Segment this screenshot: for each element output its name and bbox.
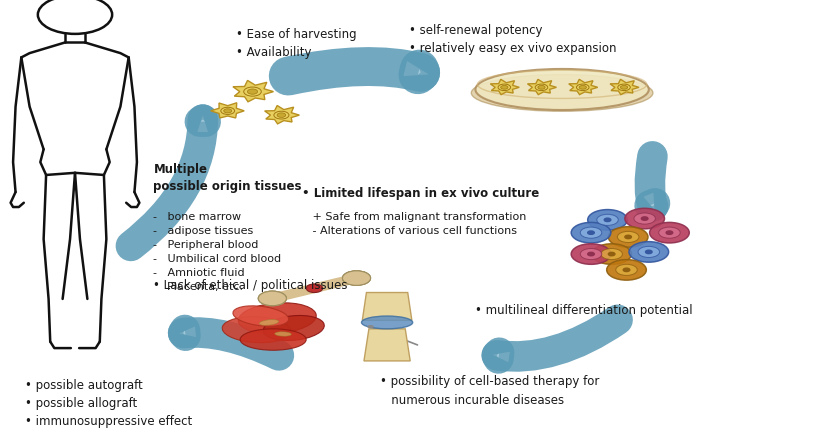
- Circle shape: [247, 90, 257, 95]
- Text: • Limited lifespan in ex vivo culture: • Limited lifespan in ex vivo culture: [302, 186, 539, 199]
- Circle shape: [258, 291, 286, 306]
- Ellipse shape: [275, 332, 291, 336]
- Text: Multiple
possible origin tissues: Multiple possible origin tissues: [154, 163, 302, 193]
- Polygon shape: [364, 329, 410, 361]
- Circle shape: [620, 86, 628, 90]
- Ellipse shape: [476, 70, 649, 111]
- Polygon shape: [528, 80, 557, 95]
- Circle shape: [650, 223, 689, 244]
- Circle shape: [642, 217, 648, 221]
- Circle shape: [538, 86, 545, 90]
- Ellipse shape: [260, 320, 279, 325]
- Circle shape: [618, 232, 639, 243]
- Circle shape: [581, 249, 602, 260]
- Circle shape: [579, 86, 586, 90]
- Circle shape: [588, 210, 628, 230]
- Ellipse shape: [471, 75, 653, 112]
- Ellipse shape: [240, 329, 306, 350]
- Text: • Lack of ethical / political issues: • Lack of ethical / political issues: [154, 278, 348, 291]
- Circle shape: [609, 227, 648, 247]
- Circle shape: [624, 268, 630, 272]
- Circle shape: [625, 236, 632, 239]
- Circle shape: [277, 113, 286, 118]
- Circle shape: [629, 242, 668, 262]
- Text: -   bone marrow
-   adipose tissues
-   Peripheral blood
-   Umbilical cord bloo: - bone marrow - adipose tissues - Periph…: [154, 212, 281, 292]
- Circle shape: [638, 247, 659, 258]
- Polygon shape: [610, 80, 639, 95]
- Polygon shape: [211, 103, 244, 119]
- Circle shape: [607, 260, 647, 280]
- Text: • possibility of cell-based therapy for
   numerous incurable diseases: • possibility of cell-based therapy for …: [380, 374, 600, 406]
- Text: • possible autograft
• possible allograft
• immunosuppressive effect: • possible autograft • possible allograf…: [26, 378, 193, 427]
- Circle shape: [597, 215, 619, 226]
- Ellipse shape: [238, 303, 316, 334]
- Ellipse shape: [222, 317, 291, 343]
- Circle shape: [224, 110, 232, 113]
- Circle shape: [500, 86, 508, 90]
- Text: • Ease of harvesting
• Availability: • Ease of harvesting • Availability: [236, 28, 356, 59]
- Polygon shape: [265, 106, 299, 124]
- Circle shape: [659, 228, 680, 239]
- Circle shape: [609, 253, 615, 256]
- Circle shape: [306, 284, 323, 293]
- Polygon shape: [362, 293, 412, 321]
- Text: • self-renewal potency
• relatively easy ex vivo expansion: • self-renewal potency • relatively easy…: [409, 24, 617, 55]
- Circle shape: [588, 253, 595, 256]
- Circle shape: [625, 209, 664, 230]
- Text: + Safe from malignant transformation
   - Alterations of various cell functions: + Safe from malignant transformation - A…: [302, 212, 527, 236]
- Circle shape: [342, 271, 370, 286]
- Circle shape: [581, 228, 602, 239]
- Ellipse shape: [263, 316, 324, 341]
- Circle shape: [646, 251, 653, 254]
- Ellipse shape: [233, 306, 289, 326]
- Circle shape: [367, 325, 374, 328]
- Circle shape: [342, 271, 370, 286]
- Circle shape: [571, 244, 611, 265]
- Circle shape: [258, 291, 286, 306]
- Circle shape: [592, 244, 632, 265]
- Circle shape: [616, 265, 638, 276]
- Circle shape: [605, 219, 611, 222]
- Circle shape: [588, 231, 595, 235]
- Circle shape: [601, 249, 623, 260]
- Circle shape: [571, 223, 611, 244]
- Circle shape: [258, 291, 286, 306]
- Text: • multilineal differentiation potential: • multilineal differentiation potential: [476, 304, 693, 317]
- Circle shape: [342, 271, 370, 286]
- Circle shape: [634, 213, 656, 225]
- Polygon shape: [569, 80, 598, 95]
- Polygon shape: [490, 80, 519, 95]
- Polygon shape: [233, 81, 274, 102]
- Circle shape: [666, 231, 672, 235]
- Ellipse shape: [361, 316, 413, 329]
